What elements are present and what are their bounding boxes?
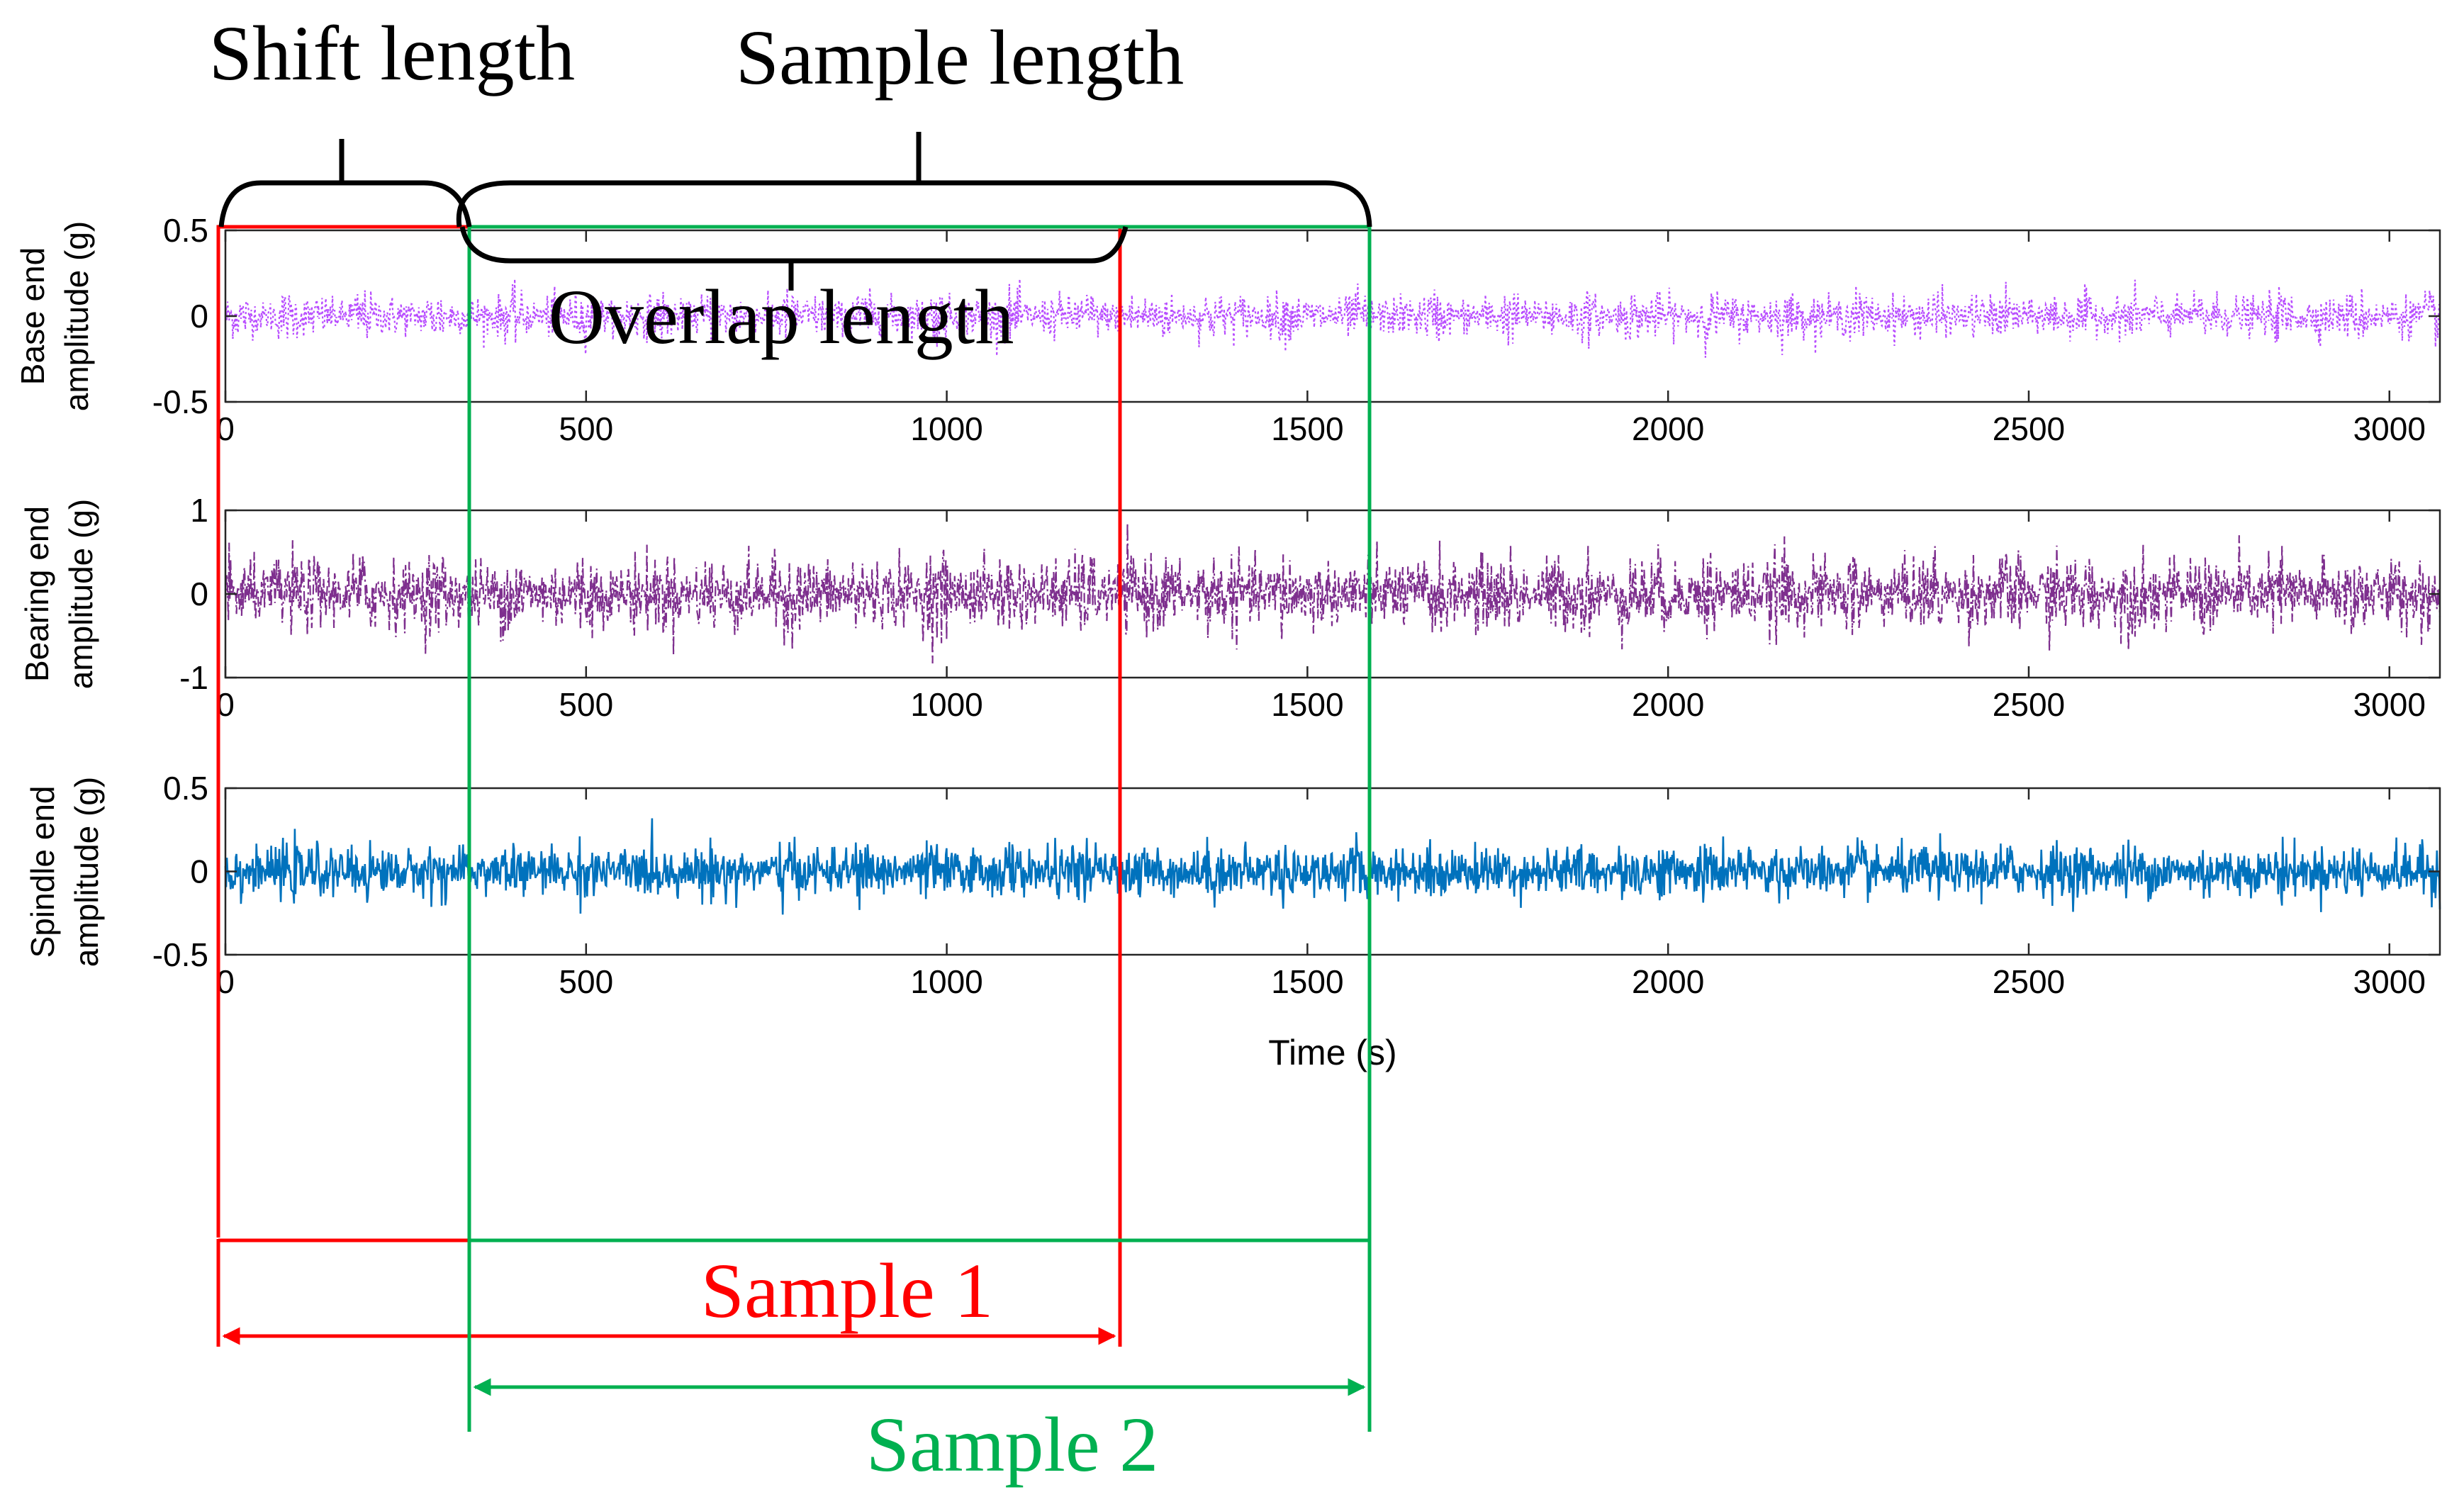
x-tick-label: 500 (559, 410, 613, 447)
x-tick-label: 500 (559, 963, 613, 1000)
axes-bearing-end: 0 500 1000 1500 2000 2500 3000 -1 0 1 Bearing en… (18, 492, 2441, 723)
y-tick-label: 0 (190, 853, 208, 890)
xlabel-time: Time (s) (1268, 1033, 1396, 1072)
sample1-label: Sample 1 (701, 1247, 993, 1334)
ylabel-line2-bearing-end: amplitude (g) (62, 499, 99, 689)
sample1-window (216, 225, 1122, 1347)
y-ticks-spindle-end: -0.5 0 0.5 (152, 770, 2440, 973)
sample2-label: Sample 2 (866, 1401, 1158, 1488)
y-ticks-base-end: -0.5 0 0.5 (152, 212, 2440, 420)
x-tick-label: 500 (559, 686, 613, 723)
x-tick-label: 1500 (1271, 963, 1343, 1000)
sample2-window (467, 225, 1372, 1432)
ylabel-line1-spindle-end: Spindle end (24, 786, 61, 958)
axes-base-end: 0 500 1000 1500 2000 2500 3000 -0.5 0 0.5 Base e… (14, 212, 2441, 447)
base-end-signal (224, 279, 2441, 358)
y-tick-label: -1 (179, 659, 208, 696)
x-tick-label: 3000 (2353, 686, 2426, 723)
sample-length-label: Sample length (736, 14, 1184, 101)
shift-length-label: Shift length (209, 10, 575, 96)
x-tick-label: 2000 (1632, 963, 1704, 1000)
bearing-end-signal (224, 522, 2441, 664)
x-tick-label: 2500 (1993, 410, 2065, 447)
x-ticks-spindle-end: 0 500 1000 1500 2000 2500 3000 (216, 788, 2426, 1000)
x-tick-label: 3000 (2353, 963, 2426, 1000)
sample1-window-outline (216, 225, 1122, 1347)
x-tick-label: 2500 (1993, 963, 2065, 1000)
ylabel-line2-base-end: amplitude (g) (58, 221, 95, 411)
y-tick-label: -0.5 (152, 383, 208, 420)
series-spindle-end-line (224, 818, 2441, 915)
sample-length-bracket (456, 180, 1372, 228)
x-tick-label: 1500 (1271, 410, 1343, 447)
sample2-window-outline (467, 225, 1372, 1432)
ylabel-line1-bearing-end: Bearing end (18, 506, 55, 682)
y-tick-label: 1 (190, 492, 208, 529)
y-tick-label: 0 (190, 576, 208, 612)
ylabel-line1-base-end: Base end (14, 247, 51, 385)
bracket-annotations (218, 132, 1372, 291)
x-tick-label: 2000 (1632, 686, 1704, 723)
y-tick-label: 0 (190, 298, 208, 335)
x-tick-label: 1000 (910, 963, 982, 1000)
x-tick-label: 2500 (1993, 686, 2065, 723)
spindle-end-signal (224, 818, 2441, 915)
overlap-length-bracket (459, 226, 1129, 264)
shift-length-bracket (218, 180, 472, 228)
x-tick-label: 1000 (910, 686, 982, 723)
ylabel-line2-spindle-end: amplitude (g) (68, 777, 105, 967)
y-tick-label: 0.5 (163, 212, 208, 249)
series-base-end-line (224, 279, 2441, 358)
y-tick-label: -0.5 (152, 936, 208, 973)
x-tick-label: 1500 (1271, 686, 1343, 723)
x-ticks-base-end: 0 500 1000 1500 2000 2500 3000 (216, 230, 2426, 447)
axes-spindle-end: 0 500 1000 1500 2000 2500 3000 -0.5 0 0.5 Spindl… (24, 770, 2441, 1072)
y-tick-label: 0.5 (163, 770, 208, 807)
x-ticks-bearing-end: 0 500 1000 1500 2000 2500 3000 (216, 510, 2426, 723)
series-bearing-end-line (224, 522, 2441, 664)
x-tick-label: 2000 (1632, 410, 1704, 447)
x-tick-label: 1000 (910, 410, 982, 447)
y-ticks-bearing-end: -1 0 1 (179, 492, 2440, 696)
overlap-length-label: Overlap length (549, 274, 1014, 360)
x-tick-label: 3000 (2353, 410, 2426, 447)
